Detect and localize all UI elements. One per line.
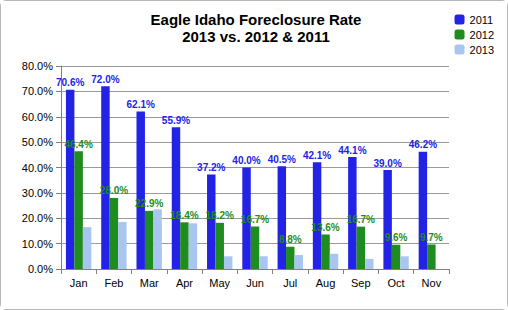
- svg-text:Apr: Apr: [176, 277, 193, 289]
- svg-text:Nov: Nov: [422, 277, 442, 289]
- svg-text:Oct: Oct: [388, 277, 405, 289]
- svg-text:Feb: Feb: [104, 277, 123, 289]
- svg-text:50.0%: 50.0%: [22, 136, 53, 148]
- svg-text:70.0%: 70.0%: [22, 85, 53, 97]
- svg-text:2011: 2011: [470, 14, 494, 26]
- svg-text:2013 vs. 2012 & 2011: 2013 vs. 2012 & 2011: [182, 28, 330, 45]
- svg-text:Aug: Aug: [316, 277, 336, 289]
- svg-text:40.0%: 40.0%: [232, 155, 260, 166]
- svg-text:28.0%: 28.0%: [100, 185, 128, 196]
- svg-text:Jan: Jan: [70, 277, 88, 289]
- svg-text:22.9%: 22.9%: [135, 198, 163, 209]
- svg-text:2012: 2012: [470, 29, 494, 41]
- svg-text:9.7%: 9.7%: [420, 232, 443, 243]
- svg-text:Mar: Mar: [140, 277, 159, 289]
- svg-text:Eagle Idaho Foreclosure Rate: Eagle Idaho Foreclosure Rate: [151, 11, 362, 28]
- svg-text:9.6%: 9.6%: [385, 232, 408, 243]
- svg-text:Sep: Sep: [351, 277, 371, 289]
- svg-text:46.2%: 46.2%: [409, 139, 437, 150]
- svg-text:60.0%: 60.0%: [22, 111, 53, 123]
- svg-text:46.4%: 46.4%: [64, 139, 92, 150]
- svg-text:39.0%: 39.0%: [373, 158, 401, 169]
- svg-text:10.0%: 10.0%: [22, 238, 53, 250]
- svg-text:62.1%: 62.1%: [127, 99, 155, 110]
- svg-text:40.0%: 40.0%: [22, 162, 53, 174]
- svg-text:Jul: Jul: [283, 277, 297, 289]
- svg-text:80.0%: 80.0%: [22, 60, 53, 72]
- svg-text:18.4%: 18.4%: [170, 210, 198, 221]
- svg-text:30.0%: 30.0%: [22, 187, 53, 199]
- svg-text:72.0%: 72.0%: [91, 74, 119, 85]
- svg-text:37.2%: 37.2%: [197, 162, 225, 173]
- svg-text:2013: 2013: [470, 44, 494, 56]
- svg-text:18.2%: 18.2%: [206, 210, 234, 221]
- svg-text:8.8%: 8.8%: [279, 234, 302, 245]
- svg-text:40.5%: 40.5%: [268, 154, 296, 165]
- svg-text:0.0%: 0.0%: [28, 263, 53, 275]
- svg-text:44.1%: 44.1%: [338, 145, 366, 156]
- svg-text:70.6%: 70.6%: [56, 77, 84, 88]
- svg-text:13.6%: 13.6%: [311, 222, 339, 233]
- svg-text:May: May: [209, 277, 230, 289]
- svg-text:20.0%: 20.0%: [22, 212, 53, 224]
- svg-text:16.7%: 16.7%: [241, 214, 269, 225]
- svg-text:55.9%: 55.9%: [162, 115, 190, 126]
- svg-text:42.1%: 42.1%: [303, 150, 331, 161]
- svg-text:16.7%: 16.7%: [347, 214, 375, 225]
- svg-text:Jun: Jun: [246, 277, 264, 289]
